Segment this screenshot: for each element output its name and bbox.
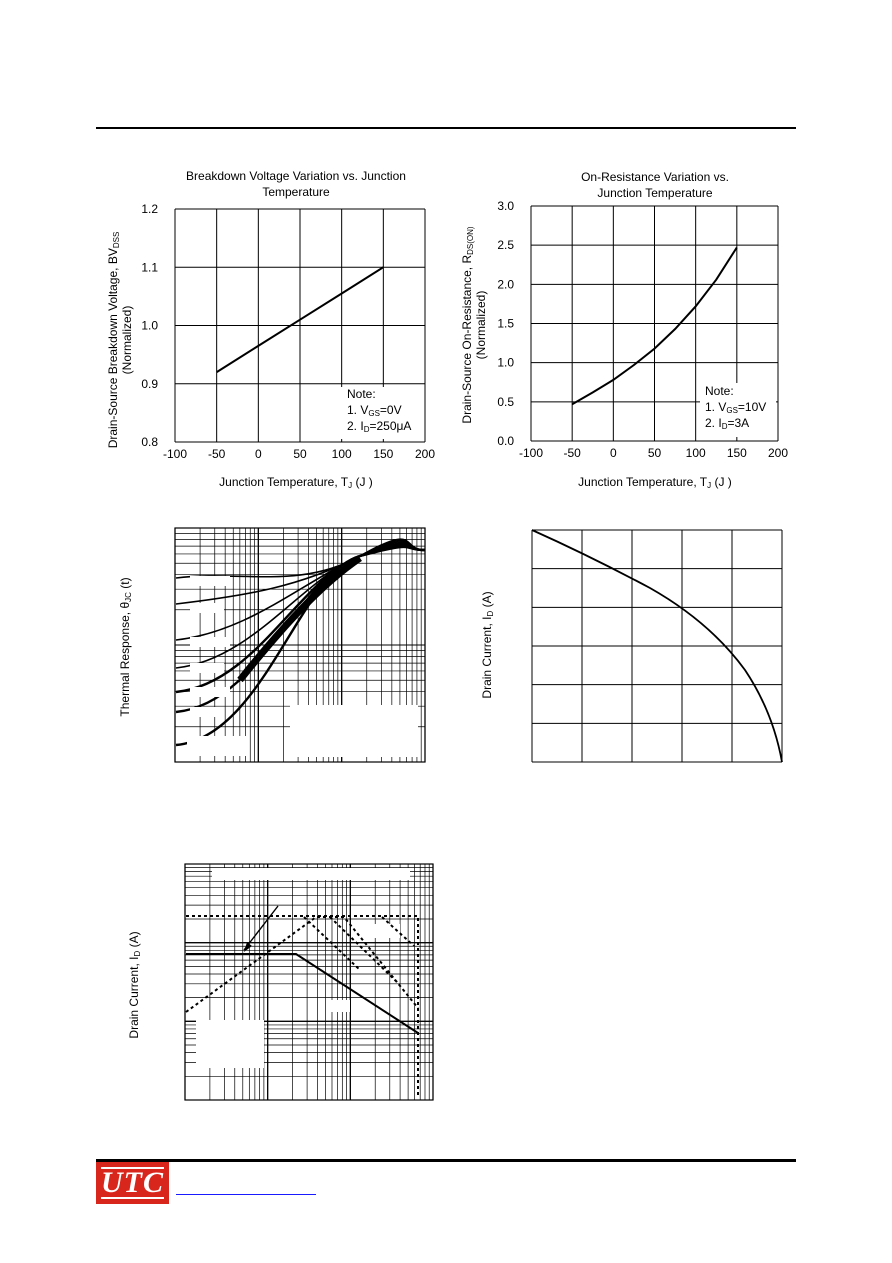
chart1-ylabel-line2: (Normalized) bbox=[120, 306, 134, 375]
chart2-ytick-label: 3.0 bbox=[497, 199, 514, 213]
breakdown-voltage-chart: Breakdown Voltage Variation vs. Junction… bbox=[106, 169, 435, 490]
chart2-xtick-label: 100 bbox=[686, 446, 706, 460]
chart1-xtick-label: 50 bbox=[293, 447, 307, 461]
chart1-ylabel: Drain-Source Breakdown Voltage, BVDSS bbox=[106, 232, 121, 449]
chart1-xtick-label: 150 bbox=[373, 447, 393, 461]
chart3-mask-box-1 bbox=[290, 705, 418, 757]
chart3-curve bbox=[175, 545, 426, 747]
chart5-arrow-head bbox=[244, 942, 252, 952]
chart3-curve-label-mask bbox=[190, 603, 224, 613]
header-rule bbox=[96, 127, 796, 129]
chart5-mask-top bbox=[212, 868, 410, 880]
chart2-ylabel: Drain-Source On-Resistance, RDS(ON) bbox=[460, 226, 475, 424]
chart1-xtick-label: -50 bbox=[208, 447, 226, 461]
chart1-ytick-label: 0.8 bbox=[141, 435, 158, 449]
footer-link-underline[interactable] bbox=[176, 1194, 316, 1195]
on-resistance-chart: On-Resistance Variation vs. Junction Tem… bbox=[460, 170, 788, 490]
chart5-dc-limit-line bbox=[186, 953, 419, 1034]
chart2-ytick-label: 0.5 bbox=[497, 395, 514, 409]
chart5-operation-arrow bbox=[243, 905, 279, 951]
chart5-frame bbox=[184, 863, 434, 1101]
chart2-series-line bbox=[571, 246, 738, 406]
chart5-pulse-limit-line bbox=[186, 915, 419, 1098]
chart1-note-box bbox=[340, 387, 422, 439]
chart1-title-line1: Breakdown Voltage Variation vs. Junction bbox=[186, 169, 406, 183]
chart3-curve-bundle bbox=[237, 555, 362, 683]
footer-rule bbox=[96, 1159, 796, 1162]
chart5-mask-right bbox=[370, 924, 400, 938]
chart1-ytick-label: 1.0 bbox=[141, 319, 158, 333]
chart3-curve-label-mask bbox=[190, 687, 230, 697]
chart1-ytick-label: 1.2 bbox=[141, 202, 158, 216]
chart5-ylabel: Drain Current, ID (A) bbox=[127, 931, 142, 1038]
chart2-note-box bbox=[700, 383, 776, 437]
chart1-series-line bbox=[216, 266, 384, 373]
chart3-curve-label-mask bbox=[190, 637, 230, 647]
thermal-response-chart: Thermal Response, θJC (t) bbox=[118, 527, 426, 763]
utc-logo-text: UTC bbox=[101, 1166, 164, 1199]
chart3-curve bbox=[175, 541, 426, 641]
chart2-ytick-label: 1.0 bbox=[497, 356, 514, 370]
chart4-curve bbox=[531, 529, 783, 763]
chart2-xtick-label: 150 bbox=[727, 446, 747, 460]
chart3-frame bbox=[174, 527, 426, 763]
chart2-note-2: 2. ID=3A bbox=[705, 416, 749, 431]
chart2-ytick-label: 2.5 bbox=[497, 238, 514, 252]
utc-logo: UTC bbox=[96, 1162, 169, 1204]
chart2-note-title: Note: bbox=[705, 384, 734, 398]
drain-current-chart: Drain Current, ID (A) bbox=[480, 529, 783, 763]
chart1-note-1: 1. VGS=0V bbox=[347, 403, 402, 418]
safe-operating-area-chart: Drain Current, ID (A) bbox=[127, 863, 434, 1101]
chart5-mask-mid bbox=[330, 1000, 350, 1012]
chart2-xtick-label: 50 bbox=[648, 446, 662, 460]
chart3-ylabel: Thermal Response, θJC (t) bbox=[118, 577, 133, 716]
chart1-xtick-label: 100 bbox=[332, 447, 352, 461]
chart1-ytick-label: 1.1 bbox=[141, 260, 158, 274]
chart3-curve-label-mask bbox=[190, 576, 230, 586]
chart4-ylabel: Drain Current, ID (A) bbox=[480, 591, 495, 698]
chart3-mask-box-2 bbox=[187, 736, 249, 756]
chart2-xtick-label: 200 bbox=[768, 446, 788, 460]
chart1-note-title: Note: bbox=[347, 387, 376, 401]
chart1-ytick-label: 0.9 bbox=[141, 377, 158, 391]
chart1-xtick-label: 0 bbox=[255, 447, 262, 461]
chart1-xtick-label: 200 bbox=[415, 447, 435, 461]
chart5-pulse-1ms bbox=[329, 916, 401, 986]
chart1-title-line2: Temperature bbox=[262, 185, 330, 199]
chart2-ytick-label: 0.0 bbox=[497, 434, 514, 448]
chart5-pulse-10ms bbox=[303, 916, 361, 971]
chart5-pulse-100us bbox=[381, 916, 415, 947]
chart5-mask-left bbox=[196, 1020, 264, 1068]
chart1-xtick-label: -100 bbox=[163, 447, 187, 461]
chart2-xtick-label: -50 bbox=[563, 446, 581, 460]
chart2-ytick-label: 1.5 bbox=[497, 317, 514, 331]
chart2-ylabel-line2: (Normalized) bbox=[474, 291, 488, 360]
chart1-note-2: 2. ID=250μA bbox=[347, 419, 411, 434]
chart3-curve-label-mask bbox=[190, 707, 224, 717]
chart2-ytick-label: 2.0 bbox=[497, 277, 514, 291]
chart2-xlabel: Junction Temperature, TJ (J ) bbox=[578, 475, 732, 490]
chart2-title-line1: On-Resistance Variation vs. bbox=[581, 170, 729, 184]
chart3-curve-label-mask bbox=[190, 663, 224, 673]
chart1-xlabel: Junction Temperature, TJ (J ) bbox=[219, 475, 373, 490]
chart2-xtick-label: 0 bbox=[610, 446, 617, 460]
chart2-note-1: 1. VGS=10V bbox=[705, 400, 766, 415]
chart2-title-line2: Junction Temperature bbox=[597, 186, 713, 200]
chart2-xtick-label: -100 bbox=[519, 446, 543, 460]
